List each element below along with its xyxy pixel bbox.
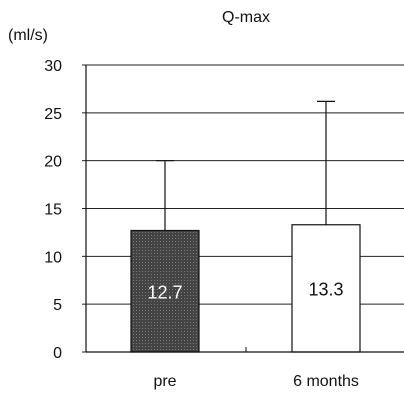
y-axis-label: (ml/s) [8, 27, 48, 44]
y-tick-label: 10 [44, 249, 62, 266]
bar [130, 229, 200, 353]
data-label: 13.3 [308, 279, 343, 299]
y-tick-label: 25 [44, 106, 62, 123]
chart-title: Q-max [222, 9, 270, 26]
y-tick-label: 0 [53, 345, 62, 362]
error-bars [156, 100, 335, 231]
y-tick-label: 20 [44, 154, 62, 171]
data-label: 12.7 [147, 282, 182, 302]
bars [130, 224, 361, 353]
y-axis-ticks: 0 5 10 15 20 25 30 [44, 58, 86, 362]
y-tick-label: 30 [44, 58, 62, 75]
y-tick-label: 15 [44, 202, 62, 219]
data-labels: 12.7 13.3 [147, 279, 343, 302]
axes [85, 65, 404, 353]
x-tick-label: pre [153, 373, 176, 390]
y-tick-label: 5 [53, 297, 62, 314]
bar [291, 224, 361, 353]
x-axis-labels: pre 6 months [153, 373, 358, 390]
x-tick-label: 6 months [293, 373, 359, 390]
